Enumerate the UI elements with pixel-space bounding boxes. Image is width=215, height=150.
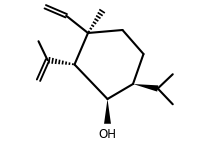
Polygon shape [104, 99, 111, 124]
Text: OH: OH [98, 128, 117, 141]
Polygon shape [133, 84, 158, 92]
